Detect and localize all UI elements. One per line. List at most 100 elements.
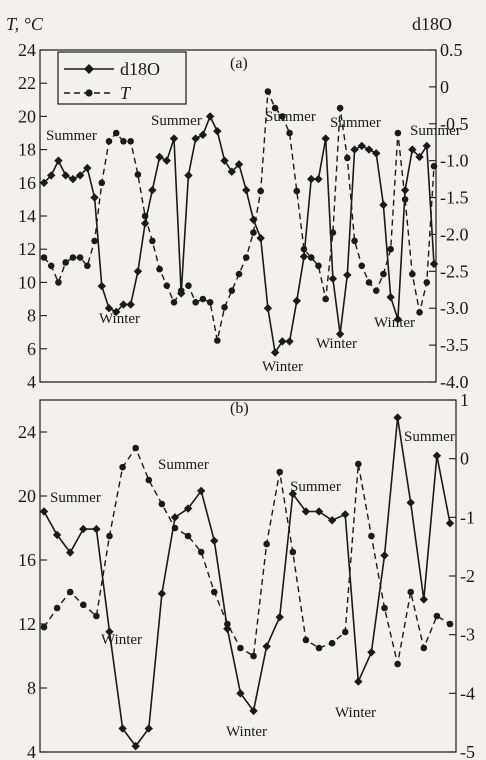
t-point — [286, 129, 293, 137]
t-point — [423, 279, 431, 286]
right-tick-label: -4 — [460, 683, 475, 703]
t-point — [336, 104, 344, 112]
annotation-summer: Summer — [265, 109, 316, 125]
left-tick-label: 16 — [18, 173, 36, 193]
left-tick-label: 12 — [18, 614, 36, 634]
d18o-point — [131, 741, 140, 751]
t-point — [381, 604, 388, 612]
t-point — [394, 660, 401, 668]
t-point — [409, 270, 416, 278]
d18o-point — [307, 174, 316, 184]
d18o-point — [83, 163, 92, 173]
t-point — [120, 138, 127, 145]
d18o-point — [379, 200, 388, 210]
annotation-summer: Summer — [290, 479, 341, 495]
d18o-point — [39, 507, 49, 516]
d18o-point — [126, 300, 135, 309]
d18o-point — [205, 112, 215, 121]
d18o-point — [393, 315, 403, 324]
t-point — [224, 620, 231, 628]
t-point — [53, 604, 61, 612]
left-tick-label: 22 — [18, 73, 36, 93]
d18o-point — [350, 145, 359, 154]
t-point — [91, 237, 98, 245]
d18o-point — [155, 152, 164, 162]
t-point — [98, 179, 106, 187]
t-point — [279, 113, 286, 120]
t-point — [177, 287, 185, 295]
t-point — [206, 299, 214, 306]
t-series-line — [43, 446, 451, 665]
left-tick-label: 24 — [18, 40, 36, 60]
d18o-point — [343, 270, 352, 280]
d18o-point — [262, 642, 271, 651]
t-point — [134, 171, 142, 178]
t-point — [93, 612, 100, 620]
annotation-summer: Summer — [404, 429, 455, 445]
right-tick-label: 1 — [460, 390, 469, 410]
t-point — [368, 532, 375, 540]
t-point — [322, 295, 329, 303]
t-point — [420, 644, 428, 652]
d18o-point — [79, 524, 88, 534]
legend-t-marker — [85, 89, 93, 97]
t-point — [156, 265, 163, 273]
right-tick-label: -1 — [460, 507, 475, 527]
left-tick-label: 16 — [18, 550, 36, 570]
right-tick-label: -3 — [460, 625, 475, 645]
t-point — [141, 212, 149, 220]
t-point — [199, 295, 207, 303]
t-point — [55, 279, 62, 286]
annotation-summer: Summer — [330, 115, 381, 131]
d18o-point — [357, 141, 366, 151]
d18o-point — [169, 134, 179, 143]
d18o-series-line — [43, 417, 451, 748]
panel-a-series — [39, 88, 439, 357]
t-point — [315, 644, 323, 652]
d18o-point — [386, 292, 395, 302]
d18o-point — [270, 348, 280, 357]
d18o-point — [393, 413, 402, 422]
d18o-point — [263, 304, 273, 313]
annotation-winter: Winter — [374, 315, 415, 331]
d18o-point — [380, 551, 389, 560]
t-point — [235, 270, 243, 278]
t-point — [351, 237, 358, 245]
panel-b-left-ticks: 4 8 12 16 20 24 — [18, 422, 47, 760]
t-point — [341, 628, 349, 636]
d18o-point — [54, 156, 63, 165]
t-point — [40, 254, 48, 261]
t-point — [264, 88, 272, 95]
t-point — [380, 270, 387, 278]
d18o-point — [220, 156, 229, 165]
d18o-point — [249, 706, 258, 716]
t-point — [119, 463, 126, 471]
d18o-point — [119, 300, 128, 309]
t-point — [242, 254, 250, 261]
left-tick-label: 12 — [18, 239, 36, 259]
d18o-point — [183, 504, 193, 513]
t-point — [171, 524, 179, 532]
legend-d18o-label: d18O — [120, 59, 160, 79]
t-point — [433, 612, 441, 620]
left-tick-label: 18 — [18, 140, 36, 160]
panel-a-left-axis-title: T, °C — [6, 14, 44, 34]
d18o-point — [432, 451, 442, 460]
t-point — [307, 254, 315, 261]
d18o-point — [61, 171, 70, 180]
d18o-point — [39, 178, 49, 187]
left-tick-label: 4 — [27, 372, 36, 392]
right-tick-label: 0 — [460, 449, 469, 469]
t-point — [106, 532, 113, 540]
d18o-point — [68, 174, 78, 184]
legend-t-label: T — [120, 83, 132, 103]
t-point — [132, 444, 139, 452]
t-point — [401, 196, 409, 203]
d18o-point — [285, 337, 294, 346]
d18o-point — [213, 126, 222, 136]
t-point — [250, 652, 257, 660]
left-tick-label: 8 — [27, 678, 36, 698]
d18o-point — [354, 677, 363, 686]
left-tick-label: 8 — [27, 306, 36, 326]
